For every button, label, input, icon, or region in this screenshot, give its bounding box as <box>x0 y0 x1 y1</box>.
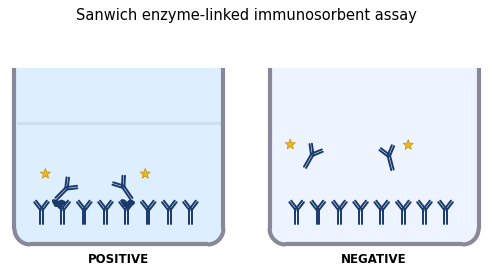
Polygon shape <box>40 168 51 178</box>
Polygon shape <box>140 168 150 178</box>
Polygon shape <box>403 139 414 150</box>
Text: NEGATIVE: NEGATIVE <box>341 253 407 266</box>
Text: POSITIVE: POSITIVE <box>88 253 149 266</box>
Polygon shape <box>121 199 135 209</box>
Polygon shape <box>14 68 223 244</box>
Polygon shape <box>270 68 479 244</box>
Polygon shape <box>52 199 66 209</box>
Polygon shape <box>285 139 295 149</box>
Text: Sanwich enzyme-linked immunosorbent assay: Sanwich enzyme-linked immunosorbent assa… <box>76 8 417 23</box>
